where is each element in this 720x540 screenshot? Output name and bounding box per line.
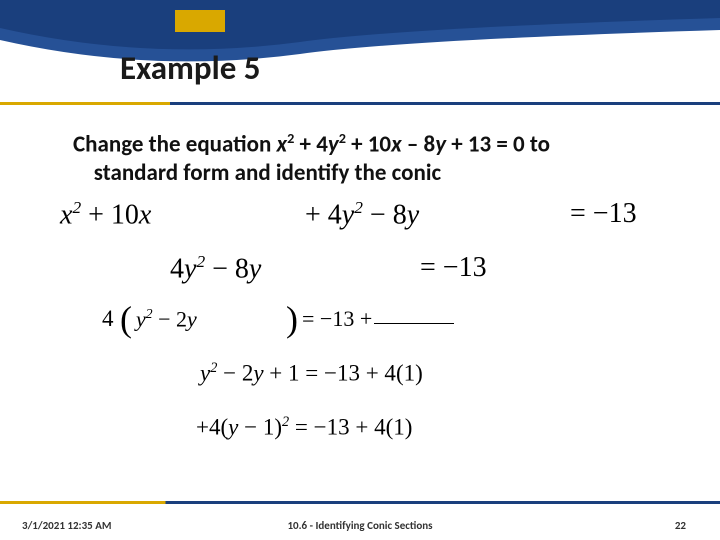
- slide-header: Example 5: [0, 0, 720, 110]
- footer-page: 22: [675, 519, 686, 532]
- slide-footer: 3/1/2021 12:35 AM 10.6 - Identifying Con…: [0, 490, 720, 540]
- footer-section: 10.6 - Identifying Conic Sections: [0, 519, 720, 532]
- blank-line: [374, 323, 454, 324]
- footer-divider: [0, 501, 720, 504]
- header-swoosh: [0, 0, 720, 110]
- prompt-text: Change the equation x2 + 4y2 + 10x – 8y …: [73, 130, 680, 188]
- slide-title: Example 5: [120, 48, 261, 88]
